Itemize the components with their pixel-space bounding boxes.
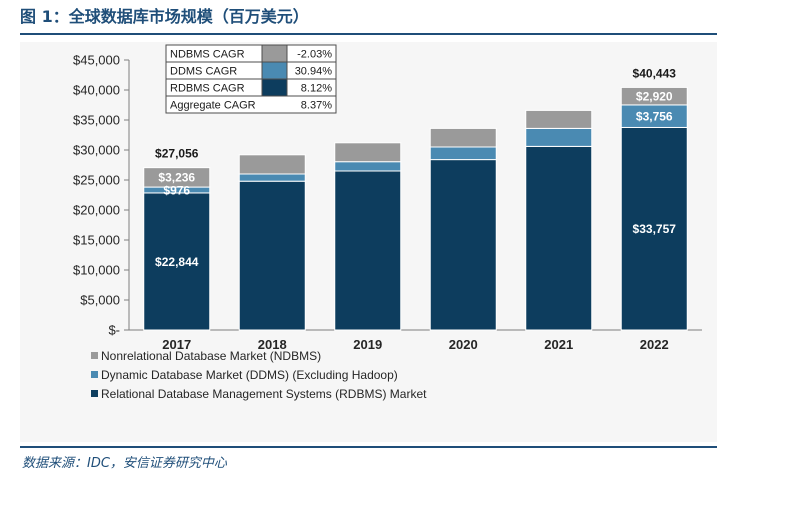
- bar-segment: [620, 86, 688, 106]
- source-note: 数据来源：IDC，安信证券研究中心: [22, 456, 227, 471]
- legend-label: Nonrelational Database Market (NDBMS): [101, 349, 321, 363]
- bar-segment: [525, 127, 593, 147]
- y-tick-label: $40,000: [73, 83, 120, 98]
- x-tick-label: 2022: [640, 337, 669, 352]
- legend-swatch: [91, 352, 98, 359]
- bar-segment: [525, 145, 593, 331]
- cagr-label: DDMS CAGR: [170, 66, 237, 78]
- bar-segment: [429, 146, 497, 161]
- y-tick-label: $15,000: [73, 233, 120, 248]
- cagr-value: 30.94%: [295, 66, 333, 78]
- legend-label: Dynamic Database Market (DDMS) (Excludin…: [101, 368, 398, 382]
- bar-segment: [429, 127, 497, 148]
- chart-area: $- $5,000 $10,000 $15,000 $20,000 $25,000 $30,…: [20, 42, 717, 442]
- bar-data-label: $3,756: [636, 110, 673, 124]
- y-tick-label: $5,000: [80, 293, 120, 308]
- figure-title: 图 1：全球数据库市场规模（百万美元）: [20, 7, 309, 26]
- bar-data-label: $976: [163, 183, 190, 197]
- title-rule-end-mark: [707, 33, 717, 35]
- bar-segment: [525, 109, 593, 129]
- bar-segment: [334, 142, 402, 163]
- legend-swatch: [91, 371, 98, 378]
- cagr-value: 8.12%: [301, 83, 332, 95]
- cagr-value: 8.37%: [301, 100, 332, 112]
- bar-segment: [620, 126, 688, 331]
- y-tick-label: $10,000: [73, 263, 120, 278]
- cagr-color-swatch: [261, 44, 288, 63]
- source-rule: [20, 446, 717, 448]
- cagr-color-swatch: [261, 61, 288, 80]
- x-tick-label: 2020: [449, 337, 478, 352]
- stacked-bar-chart: $- $5,000 $10,000 $15,000 $20,000 $25,000 $30,…: [20, 42, 717, 442]
- cagr-label: Aggregate CAGR: [170, 100, 256, 112]
- cagr-color-swatch: [261, 78, 288, 97]
- bar-segment: [334, 161, 402, 172]
- bar-segment: [429, 159, 497, 331]
- x-tick-label: 2021: [544, 337, 573, 352]
- x-tick-label: 2018: [258, 337, 287, 352]
- y-tick-label: $-: [108, 323, 120, 338]
- bar-data-label: $3,236: [158, 171, 195, 185]
- y-tick-label: $20,000: [73, 203, 120, 218]
- bar-segment: [143, 192, 211, 331]
- bar-segment: [143, 167, 211, 188]
- cagr-label: RDBMS CAGR: [170, 83, 245, 95]
- cagr-value: -2.03%: [297, 49, 332, 61]
- legend-swatch: [91, 390, 98, 397]
- bar-segment: [238, 180, 306, 331]
- legend-label: Relational Database Management Systems (…: [101, 387, 427, 401]
- bar-total-label: $27,056: [155, 147, 199, 161]
- y-tick-label: $45,000: [73, 53, 120, 68]
- y-tick-label: $30,000: [73, 143, 120, 158]
- bar-segment: [334, 170, 402, 331]
- bar-segment: [238, 173, 306, 182]
- bar-data-label: $33,757: [633, 222, 677, 236]
- y-tick-label: $25,000: [73, 173, 120, 188]
- x-tick-label: 2019: [353, 337, 382, 352]
- bar-data-label: $2,920: [636, 89, 673, 103]
- bar-total-label: $40,443: [633, 66, 677, 80]
- y-tick-label: $35,000: [73, 113, 120, 128]
- cagr-label: NDBMS CAGR: [170, 49, 245, 61]
- x-tick-label: 2017: [162, 337, 191, 352]
- bar-data-label: $22,844: [155, 255, 199, 269]
- cagr-row-box: [165, 95, 337, 114]
- title-rule: [20, 33, 717, 35]
- bar-segment: [238, 154, 306, 175]
